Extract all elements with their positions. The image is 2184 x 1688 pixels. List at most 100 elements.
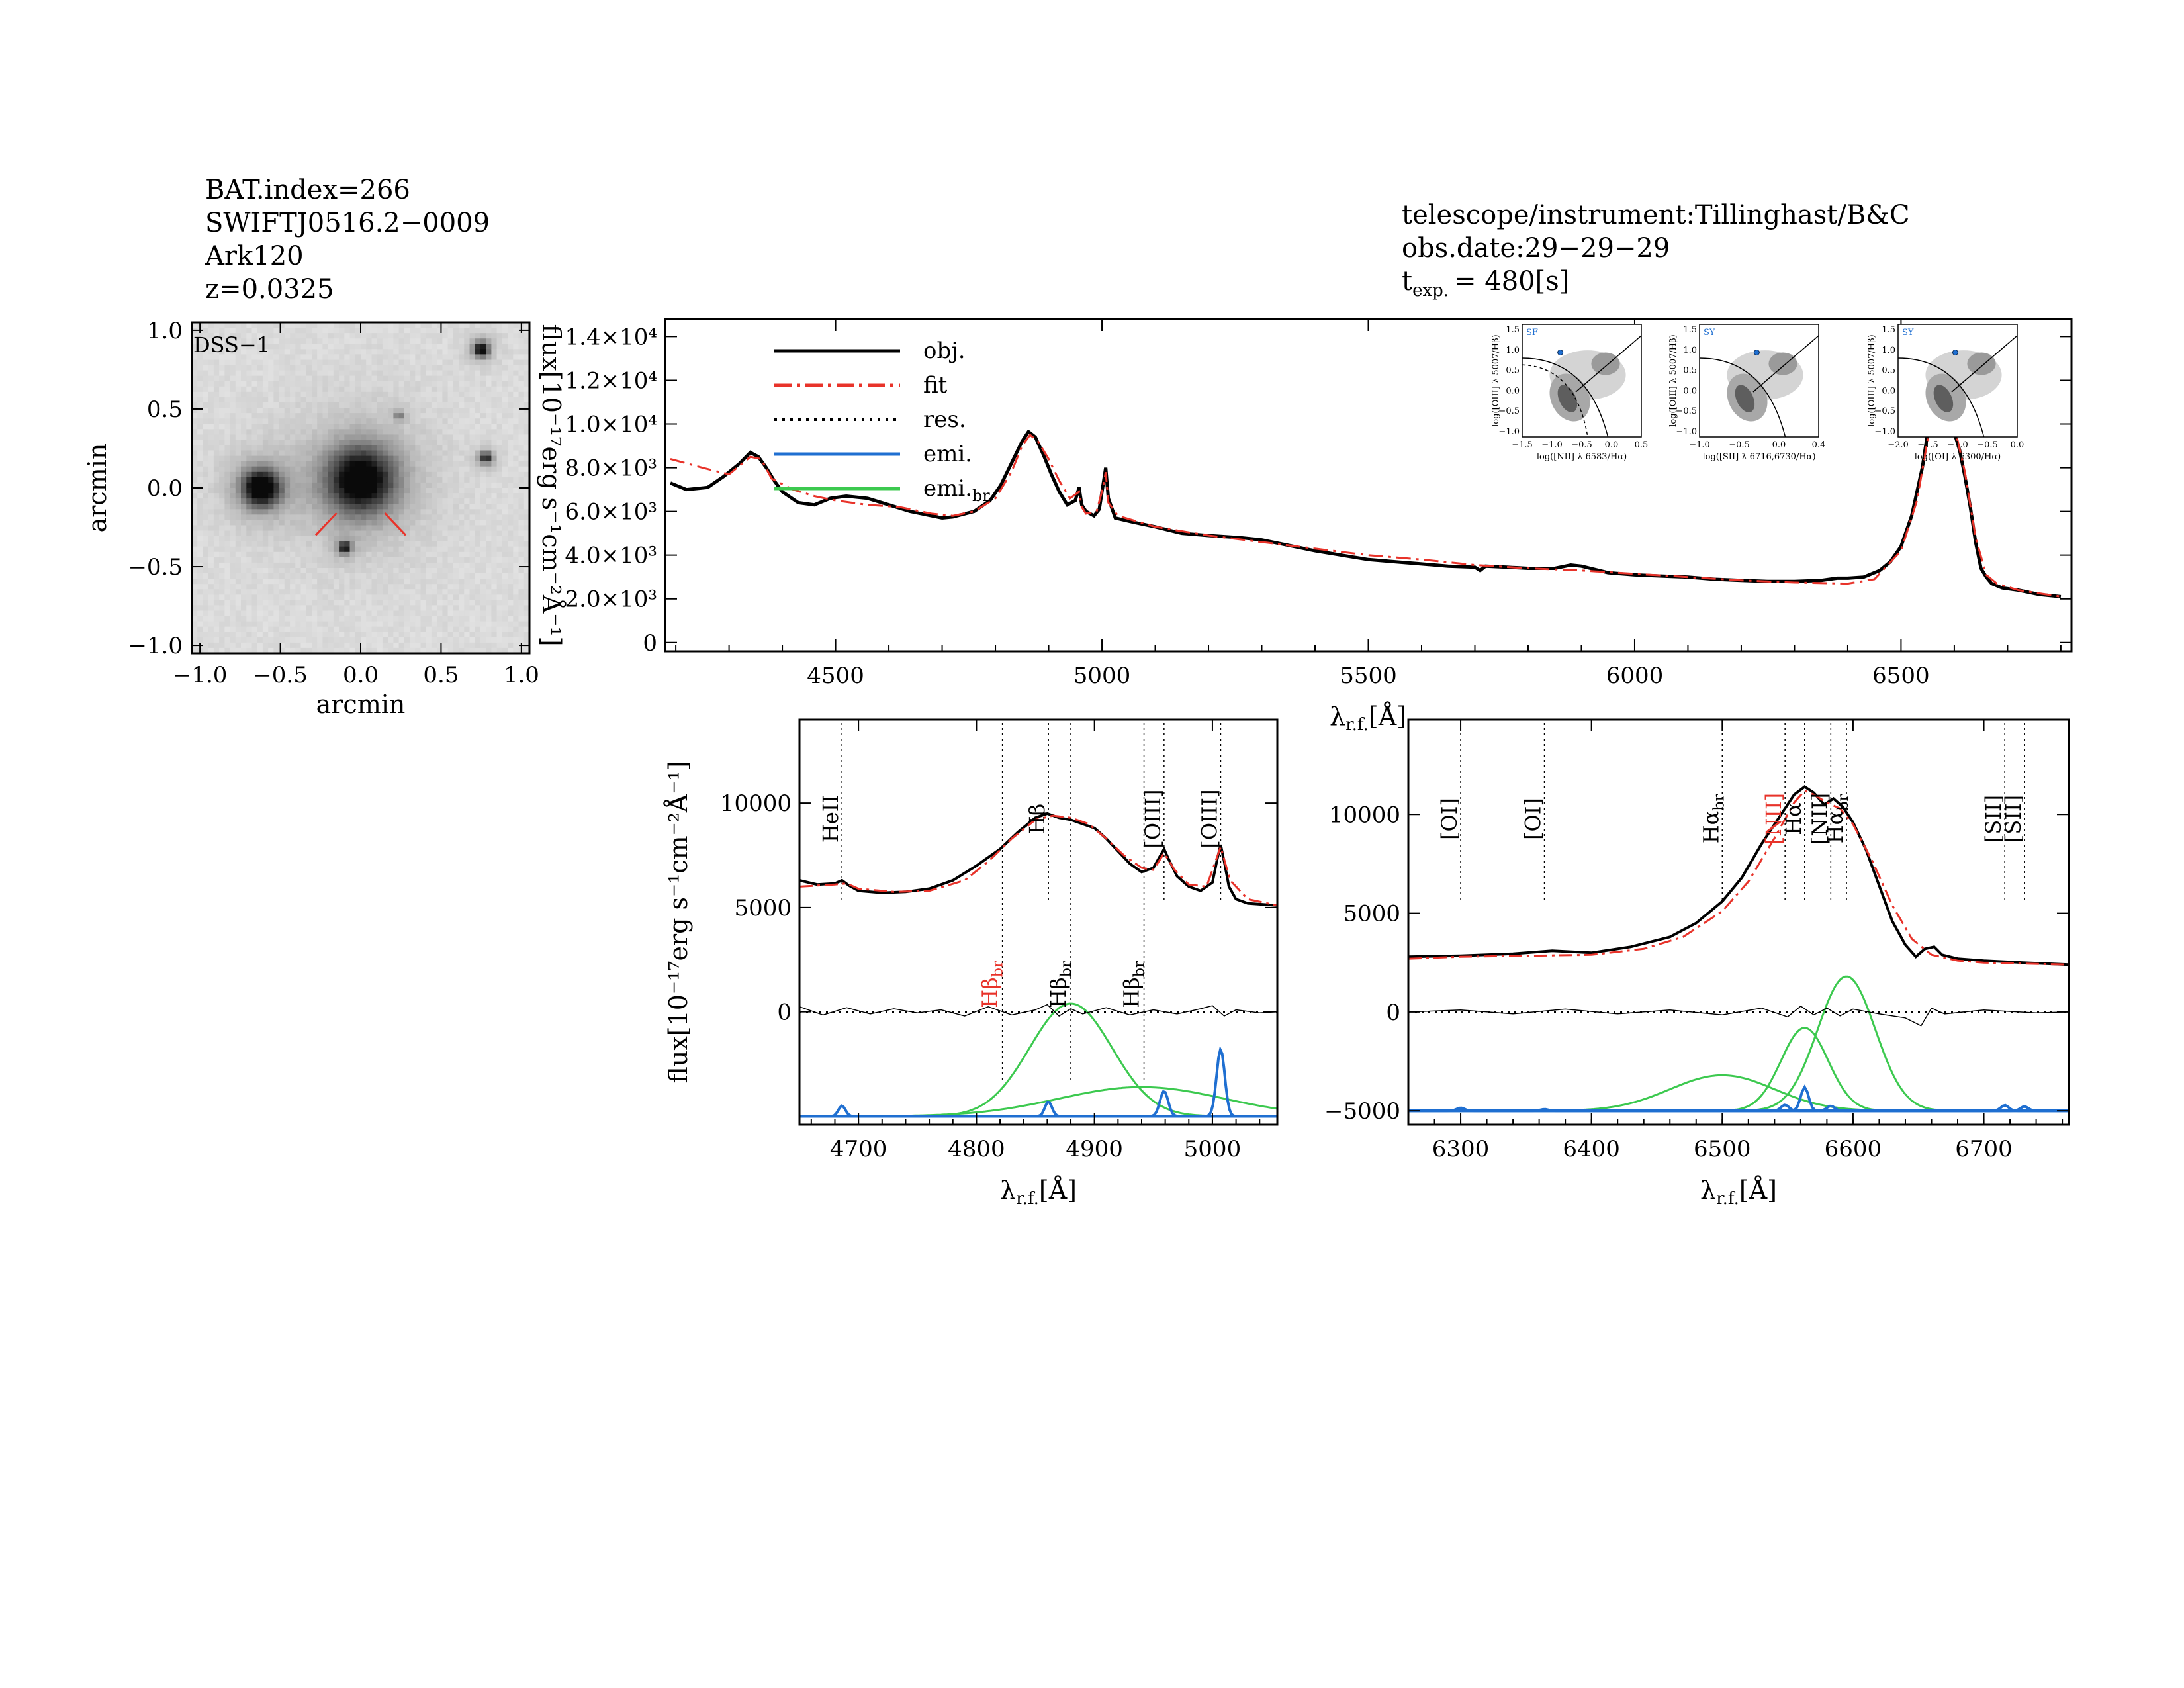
y-tick-label: 8.0×10³ xyxy=(565,455,657,482)
pixel xyxy=(328,530,334,537)
pixel xyxy=(518,600,525,606)
pixel xyxy=(513,642,520,649)
pixel xyxy=(502,434,508,441)
pixel xyxy=(377,610,383,617)
pixel xyxy=(513,424,520,430)
pixel xyxy=(284,504,291,510)
pixel xyxy=(371,328,378,334)
pixel xyxy=(246,579,253,585)
pixel xyxy=(442,647,449,653)
pixel xyxy=(235,504,242,510)
pixel xyxy=(224,359,231,366)
pixel xyxy=(366,402,372,408)
pixel xyxy=(284,562,291,569)
x-tick-label: 6700 xyxy=(1955,1136,2013,1162)
pixel xyxy=(513,594,520,600)
pixel xyxy=(317,632,323,638)
pixel xyxy=(349,637,356,643)
pixel xyxy=(333,647,340,653)
pixel xyxy=(442,365,449,371)
pixel xyxy=(398,328,405,334)
pixel xyxy=(523,551,529,558)
pixel xyxy=(491,477,498,483)
pixel xyxy=(366,504,372,510)
pixel xyxy=(230,328,236,334)
pixel xyxy=(312,551,318,558)
pixel xyxy=(306,632,312,638)
pixel xyxy=(366,349,372,355)
pixel xyxy=(328,642,334,649)
pixel xyxy=(246,429,253,435)
pixel xyxy=(344,647,351,653)
pixel xyxy=(197,440,203,446)
pixel xyxy=(344,455,351,462)
pixel xyxy=(480,546,486,553)
pixel xyxy=(339,568,345,574)
demarcation-curve-dashed xyxy=(1522,364,1588,438)
pixel xyxy=(469,514,476,520)
pixel xyxy=(404,557,410,563)
pixel xyxy=(475,338,481,344)
pixel xyxy=(426,477,432,483)
pixel xyxy=(453,466,459,473)
pixel xyxy=(420,440,427,446)
pixel xyxy=(284,344,291,350)
pixel xyxy=(426,344,432,350)
pixel xyxy=(508,530,514,537)
pixel xyxy=(398,536,405,542)
pixel xyxy=(404,562,410,569)
pixel xyxy=(480,573,486,579)
pixel xyxy=(224,579,231,585)
pixel xyxy=(312,386,318,393)
pixel xyxy=(262,626,269,633)
pixel xyxy=(344,493,351,499)
pixel xyxy=(322,616,329,622)
pixel xyxy=(295,589,302,595)
pixel xyxy=(518,509,525,515)
pixel xyxy=(257,391,263,398)
pixel xyxy=(279,450,285,457)
pixel xyxy=(295,541,302,547)
pixel xyxy=(464,488,471,494)
pixel xyxy=(410,594,416,600)
pixel xyxy=(192,386,198,393)
pixel xyxy=(295,493,302,499)
pixel xyxy=(268,579,274,585)
pixel xyxy=(219,386,225,393)
pixel xyxy=(398,418,405,424)
density-core xyxy=(1933,385,1954,412)
pixel xyxy=(262,333,269,339)
pixel xyxy=(224,408,231,414)
pixel xyxy=(404,386,410,393)
pixel xyxy=(246,616,253,622)
pixel xyxy=(213,600,220,606)
pixel xyxy=(464,584,471,590)
pixel xyxy=(393,616,400,622)
pixel xyxy=(398,466,405,473)
pixel xyxy=(469,557,476,563)
pixel xyxy=(491,413,498,419)
pixel xyxy=(459,525,465,532)
pixel xyxy=(262,344,269,350)
pixel xyxy=(502,455,508,462)
pixel xyxy=(431,610,437,617)
pixel xyxy=(513,621,520,628)
pixel xyxy=(415,333,422,339)
pixel xyxy=(420,647,427,653)
pixel xyxy=(496,471,503,478)
pixel xyxy=(192,589,198,595)
pixel xyxy=(257,605,263,612)
pixel xyxy=(475,365,481,371)
pixel xyxy=(410,397,416,403)
pixel xyxy=(213,504,220,510)
pixel xyxy=(312,594,318,600)
pixel xyxy=(197,610,203,617)
pixel xyxy=(491,509,498,515)
pixel xyxy=(459,637,465,643)
pixel xyxy=(431,455,437,462)
pixel xyxy=(213,589,220,595)
pixel xyxy=(262,424,269,430)
pixel xyxy=(268,504,274,510)
pixel xyxy=(224,471,231,478)
pixel xyxy=(366,370,372,377)
